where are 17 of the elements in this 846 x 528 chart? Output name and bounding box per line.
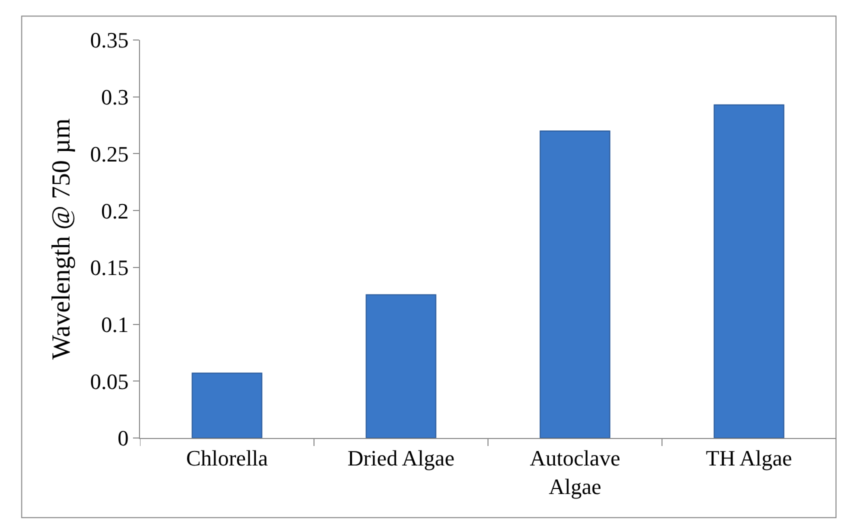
bar [366,294,436,438]
y-tick-label: 0.1 [101,312,129,337]
x-tick-label: Autoclave Algae [530,445,620,499]
bar [714,104,784,438]
y-tick-label: 0.15 [90,255,129,280]
y-axis-title: Wavelength @ 750 µm [46,118,76,360]
y-tick-label: 0 [118,426,129,451]
bar [540,130,610,438]
y-tick-label: 0.3 [101,84,129,110]
x-tick-label: Dried Algae [348,445,454,470]
y-tick-label: 0.2 [101,198,129,224]
x-tick-label: Chlorella [186,445,268,470]
bar [192,372,262,438]
y-tick-label: 0.35 [90,28,129,53]
y-tick-label: 0.05 [90,368,129,394]
x-tick-label: TH Algae [706,445,792,470]
y-tick-label: 0.25 [90,141,129,166]
